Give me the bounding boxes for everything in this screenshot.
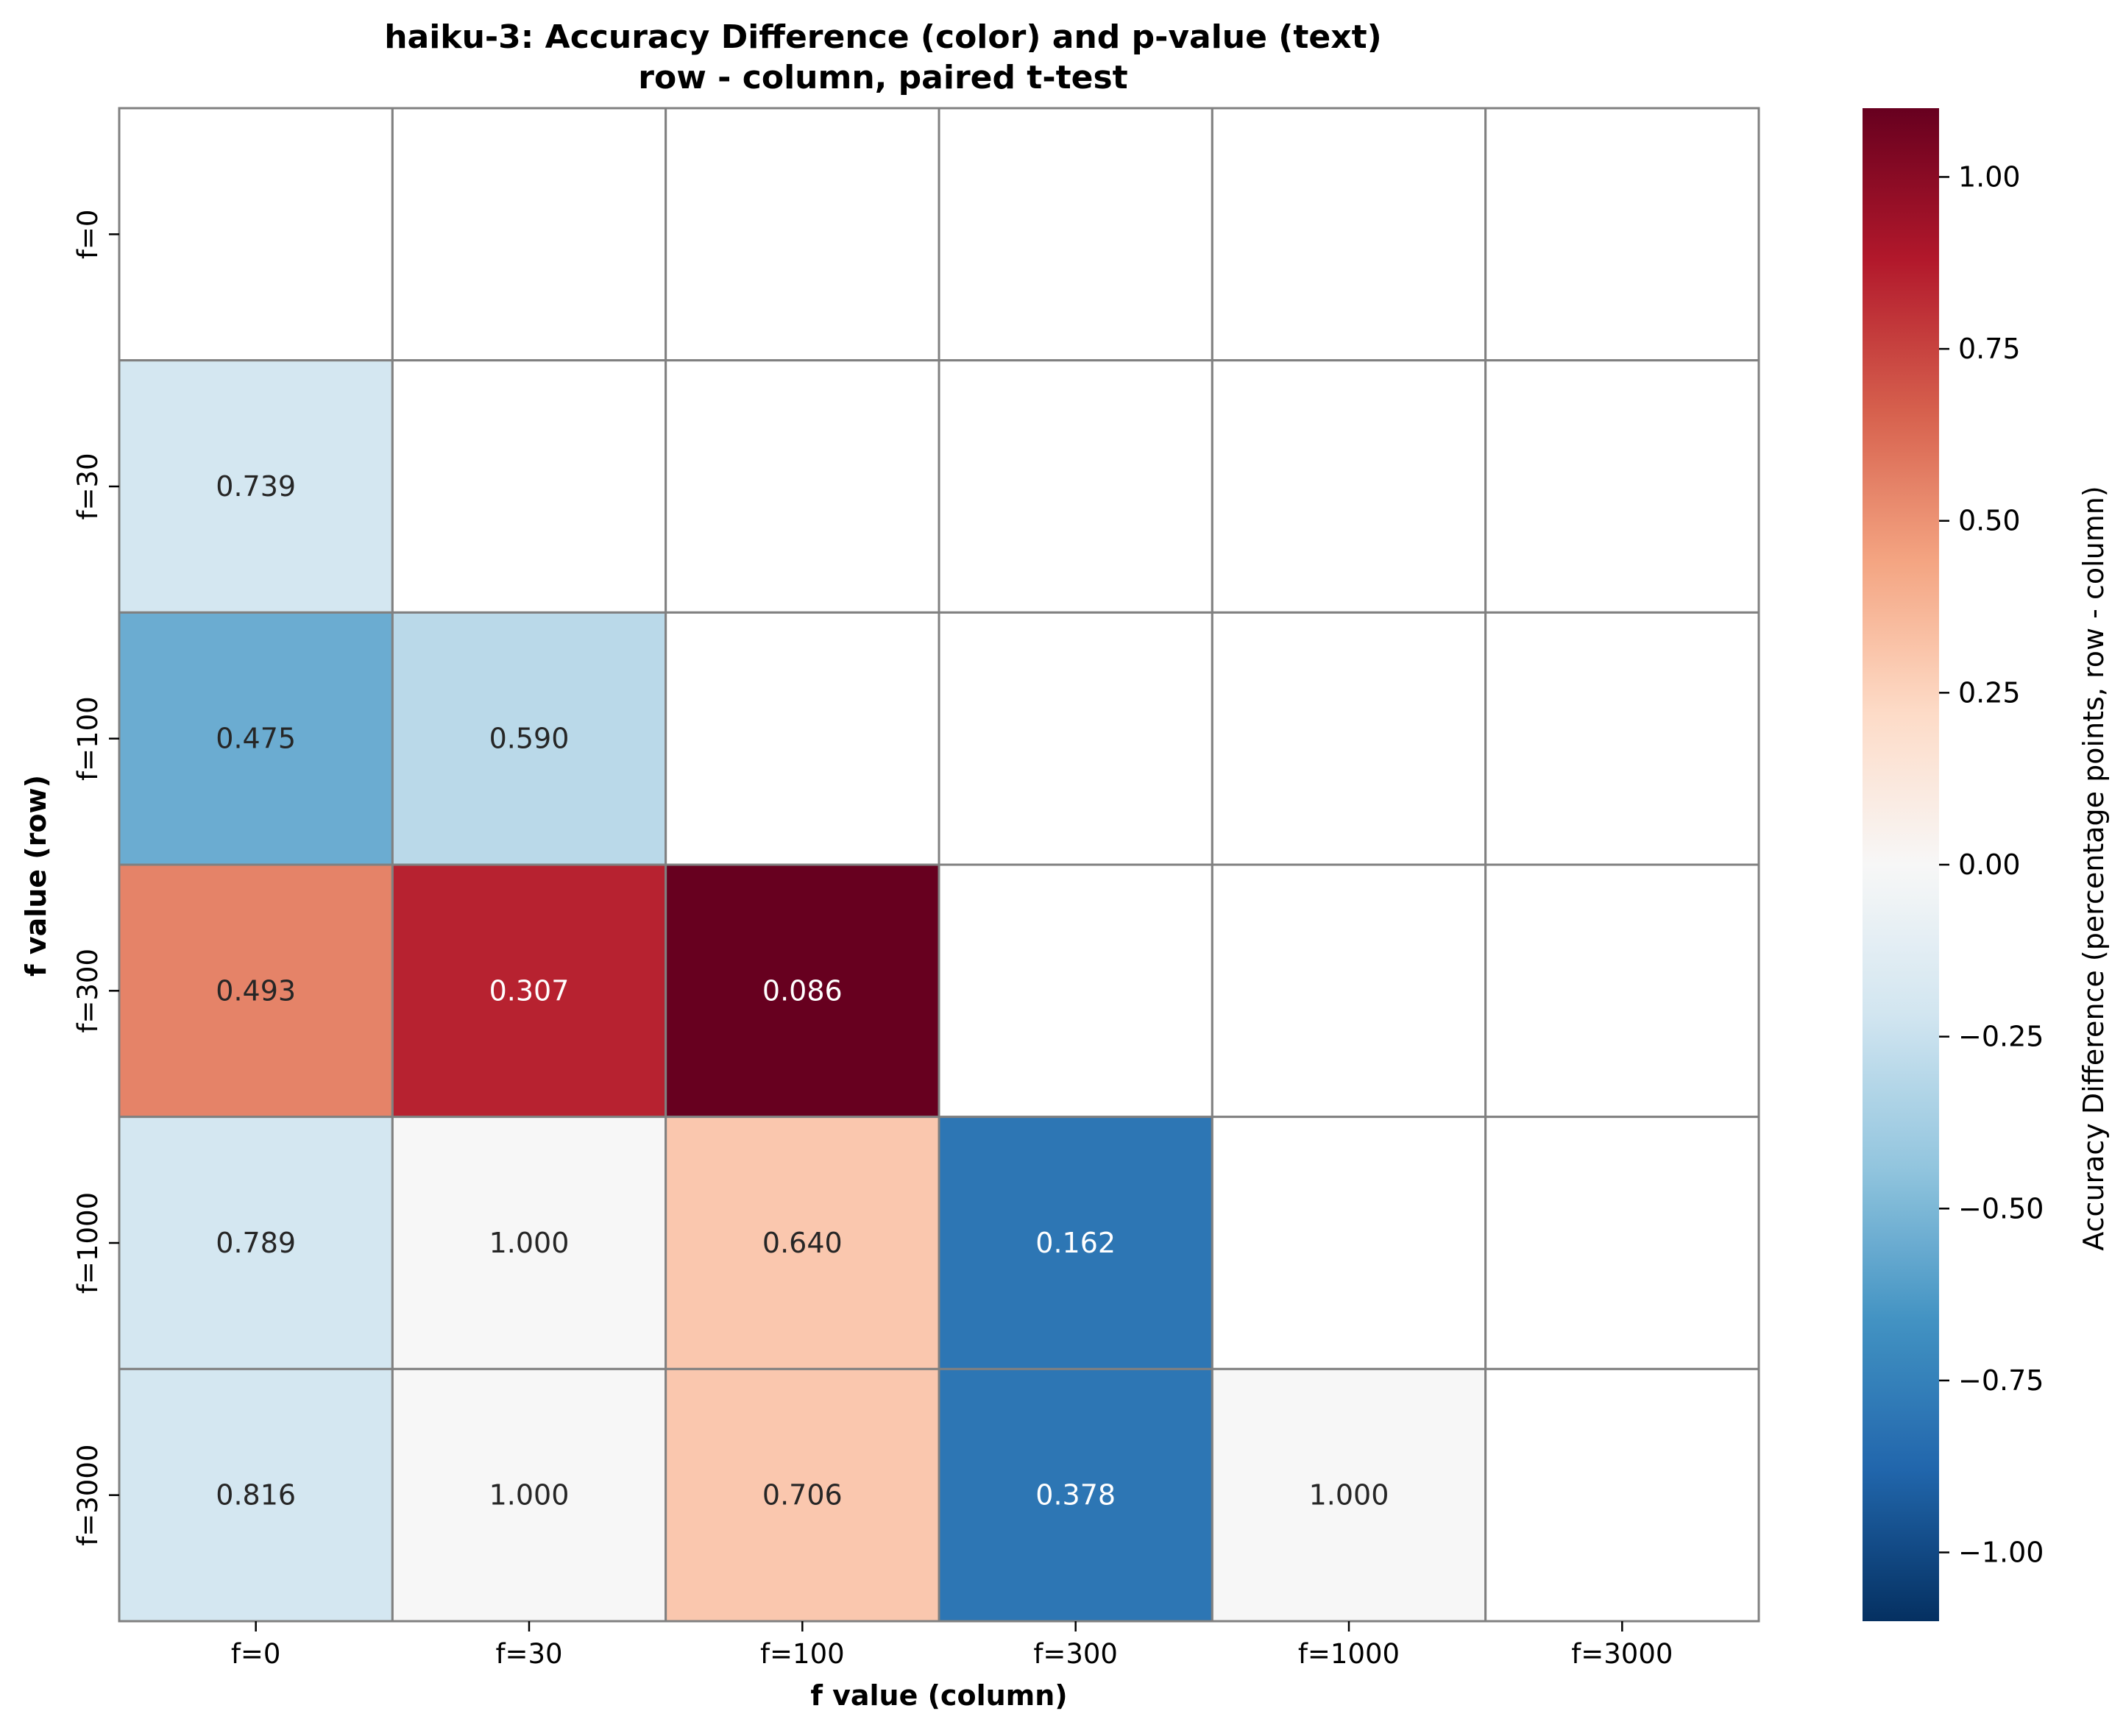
heatmap-cell: [391, 863, 667, 1119]
p-value-label: 0.378: [1035, 1479, 1116, 1512]
colorbar-tick-label: 1.00: [1958, 160, 2021, 193]
x-tick-label: f=300: [1033, 1638, 1118, 1670]
colorbar-tick-label: 0.00: [1958, 848, 2021, 881]
heatmap-cell-empty: [938, 107, 1213, 362]
heatmap-cell: [938, 1367, 1213, 1623]
heatmap-cell-empty: [1484, 863, 1760, 1119]
heatmap-cell-empty: [391, 359, 667, 614]
heatmap-cells: 0.739 0.475 0.590 0.493 0.307 0.086 0.789 1.000…: [118, 107, 1760, 1623]
p-value-label: 0.739: [216, 470, 296, 503]
y-axis-label: f value (row): [20, 775, 52, 977]
heatmap-cell-empty: [391, 107, 667, 362]
colorbar-tick-label: 0.25: [1958, 676, 2021, 709]
colorbar-tick-label: −1.00: [1958, 1537, 2044, 1569]
p-value-label: 0.307: [489, 974, 570, 1007]
y-tick-label: f=1000: [72, 1192, 104, 1294]
colorbar-tick-label: 0.50: [1958, 505, 2021, 537]
heatmap-cell-empty: [665, 359, 940, 614]
heatmap-cell: [391, 1367, 667, 1623]
heatmap-cell-empty: [938, 359, 1213, 614]
x-tick-label: f=30: [495, 1638, 562, 1670]
heatmap-cell-empty: [1211, 107, 1487, 362]
x-tick-label: f=0: [231, 1638, 281, 1670]
heatmap-cell: [1211, 1367, 1487, 1623]
p-value-label: 1.000: [489, 1227, 570, 1259]
p-value-label: 0.086: [762, 974, 843, 1007]
colorbar-label: Accuracy Difference (percentage points, …: [2077, 486, 2110, 1250]
heatmap-cell-empty: [1484, 611, 1760, 866]
y-tick-label: f=300: [72, 949, 104, 1033]
heatmap-cell: [118, 863, 394, 1119]
heatmap-cell-empty: [1484, 1367, 1760, 1623]
y-tick-label: f=0: [72, 210, 104, 260]
p-value-label: 0.475: [216, 723, 296, 755]
heatmap-cell: [665, 863, 940, 1119]
heatmap-cell-empty: [1484, 359, 1760, 614]
chart-subtitle: row - column, paired t-test: [638, 59, 1127, 96]
heatmap-cell: [118, 359, 394, 614]
heatmap-cell-empty: [665, 611, 940, 866]
heatmap-cell-empty: [118, 107, 394, 362]
colorbar-tick-label: −0.25: [1958, 1021, 2044, 1053]
colorbar: −1.00 −0.75 −0.50 −0.25 0.00 0.25 0.50 0.75 1.00: [1863, 108, 2044, 1621]
heatmap-cell: [391, 611, 667, 866]
colorbar-gradient: [1863, 108, 1939, 1621]
heatmap-cell-empty: [1211, 611, 1487, 866]
heatmap-cell-empty: [1484, 1116, 1760, 1370]
p-value-label: 0.590: [489, 723, 570, 755]
p-value-label: 1.000: [489, 1479, 570, 1512]
x-axis-ticks: f=0 f=30 f=100 f=300 f=1000 f=3000: [231, 1621, 1673, 1670]
p-value-label: 1.000: [1309, 1479, 1389, 1512]
y-tick-label: f=3000: [72, 1445, 104, 1546]
heatmap-cell-empty: [938, 863, 1213, 1119]
p-value-label: 0.816: [216, 1479, 296, 1512]
heatmap-cell-empty: [665, 107, 940, 362]
heatmap-cell: [665, 1367, 940, 1623]
x-tick-label: f=100: [760, 1638, 845, 1670]
x-tick-label: f=3000: [1571, 1638, 1673, 1670]
y-tick-label: f=100: [72, 696, 104, 781]
colorbar-tick-label: −0.50: [1958, 1192, 2044, 1225]
y-tick-label: f=30: [72, 453, 104, 520]
p-value-label: 0.706: [762, 1479, 843, 1512]
x-tick-label: f=1000: [1298, 1638, 1400, 1670]
heatmap-cell: [391, 1116, 667, 1370]
chart-title: haiku-3: Accuracy Difference (color) and…: [384, 18, 1382, 56]
heatmap-cell-empty: [1211, 863, 1487, 1119]
p-value-label: 0.789: [216, 1227, 296, 1259]
heatmap-cell: [118, 611, 394, 866]
heatmap-cell-empty: [1211, 1116, 1487, 1370]
heatmap-cell-empty: [1484, 107, 1760, 362]
p-value-label: 0.493: [216, 974, 296, 1007]
p-value-label: 0.162: [1035, 1227, 1116, 1259]
heatmap-cell: [938, 1116, 1213, 1370]
colorbar-tick-label: −0.75: [1958, 1364, 2044, 1397]
x-axis-label: f value (column): [810, 1679, 1067, 1712]
heatmap-cell-empty: [1211, 359, 1487, 614]
y-axis-ticks: f=0 f=30 f=100 f=300 f=1000 f=3000: [72, 210, 119, 1546]
heatmap-cell-empty: [938, 611, 1213, 866]
colorbar-tick-label: 0.75: [1958, 333, 2021, 365]
p-value-label: 0.640: [762, 1227, 843, 1259]
